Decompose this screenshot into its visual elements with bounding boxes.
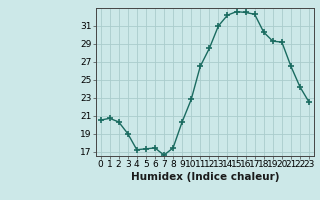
X-axis label: Humidex (Indice chaleur): Humidex (Indice chaleur) [131,172,279,182]
